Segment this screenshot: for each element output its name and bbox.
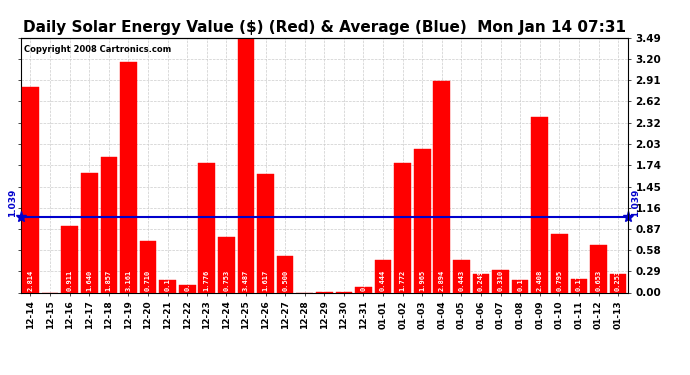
Bar: [355, 287, 372, 292]
Text: 0.443: 0.443: [458, 270, 464, 291]
Bar: [414, 149, 431, 292]
Bar: [101, 157, 117, 292]
Text: 2.408: 2.408: [537, 270, 543, 291]
Bar: [610, 274, 627, 292]
Text: 0.249: 0.249: [478, 270, 484, 291]
Bar: [22, 87, 39, 292]
Text: 1.857: 1.857: [106, 270, 112, 291]
Bar: [473, 274, 489, 292]
Text: 0.173: 0.173: [165, 270, 170, 291]
Text: 0.911: 0.911: [67, 270, 72, 291]
Bar: [394, 163, 411, 292]
Text: 2.814: 2.814: [28, 270, 34, 291]
Text: 0.078: 0.078: [360, 270, 366, 291]
Text: 0.099: 0.099: [184, 270, 190, 291]
Bar: [81, 172, 97, 292]
Bar: [218, 237, 235, 292]
Bar: [139, 241, 157, 292]
Text: 1.776: 1.776: [204, 270, 210, 291]
Text: 0.253: 0.253: [615, 270, 621, 291]
Bar: [453, 260, 470, 292]
Text: 0.011: 0.011: [322, 270, 327, 291]
Bar: [61, 226, 78, 292]
Bar: [237, 38, 255, 292]
Bar: [179, 285, 195, 292]
Text: 1.039: 1.039: [631, 188, 640, 217]
Text: 0.753: 0.753: [224, 270, 229, 291]
Bar: [257, 174, 274, 292]
Bar: [277, 256, 293, 292]
Text: 1.039: 1.039: [8, 188, 17, 217]
Text: 3.487: 3.487: [243, 270, 249, 291]
Text: 2.894: 2.894: [439, 270, 445, 291]
Bar: [571, 279, 587, 292]
Bar: [531, 117, 548, 292]
Text: 0.171: 0.171: [518, 270, 523, 291]
Bar: [512, 280, 529, 292]
Text: 0.710: 0.710: [145, 270, 151, 291]
Bar: [492, 270, 509, 292]
Text: 0.310: 0.310: [497, 270, 504, 291]
Bar: [375, 260, 391, 292]
Bar: [551, 234, 568, 292]
Text: 0.179: 0.179: [576, 270, 582, 291]
Text: 1.640: 1.640: [86, 270, 92, 291]
Text: 0.795: 0.795: [556, 270, 562, 291]
Text: 0.500: 0.500: [282, 270, 288, 291]
Title: Daily Solar Energy Value ($) (Red) & Average (Blue)  Mon Jan 14 07:31: Daily Solar Energy Value ($) (Red) & Ave…: [23, 20, 626, 35]
Bar: [120, 62, 137, 292]
Text: 0.653: 0.653: [595, 270, 602, 291]
Bar: [199, 163, 215, 292]
Text: 0.003: 0.003: [341, 270, 347, 291]
Bar: [433, 81, 450, 292]
Text: 0.000: 0.000: [47, 270, 53, 291]
Text: Copyright 2008 Cartronics.com: Copyright 2008 Cartronics.com: [23, 45, 171, 54]
Text: 0.000: 0.000: [302, 270, 308, 291]
Text: 3.161: 3.161: [126, 270, 131, 291]
Text: 0.444: 0.444: [380, 270, 386, 291]
Text: 1.772: 1.772: [400, 270, 406, 291]
Text: 1.617: 1.617: [262, 270, 268, 291]
Bar: [590, 245, 607, 292]
Text: 1.965: 1.965: [420, 270, 425, 291]
Bar: [159, 280, 176, 292]
